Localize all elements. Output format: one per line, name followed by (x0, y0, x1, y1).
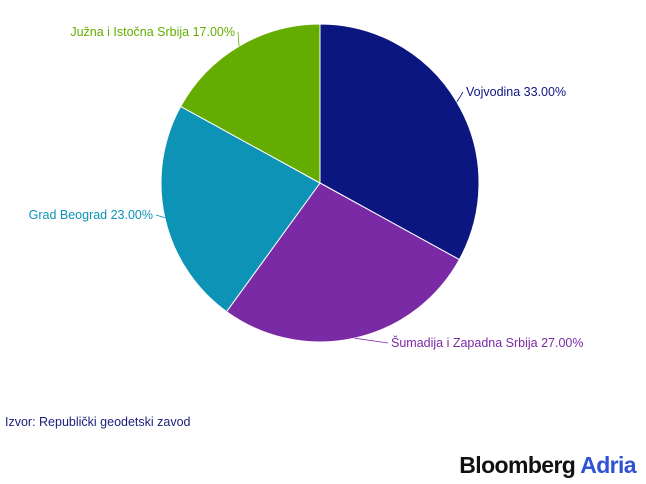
pie-slice-4 (179, 23, 321, 184)
brand-name: Bloomberg (459, 452, 576, 478)
leader-line-2 (354, 337, 389, 344)
slice-label-3: Grad Beograd 23.00% (29, 208, 153, 222)
brand-accent: Adria (580, 452, 636, 478)
source-note: Izvor: Republički geodetski zavod (5, 415, 191, 429)
leader-line-1 (456, 91, 464, 103)
slice-label-4: Južna i Istočna Srbija 17.00% (70, 25, 235, 39)
leader-line-3 (155, 214, 165, 219)
slice-label-1: Vojvodina 33.00% (466, 85, 566, 99)
leader-line-4 (237, 31, 240, 47)
brand-logo: Bloomberg Adria (459, 452, 636, 479)
pie-chart: Vojvodina 33.00% Šumadija i Zapadna Srbij… (29, 23, 583, 350)
slice-label-2: Šumadija i Zapadna Srbija 27.00% (391, 335, 583, 350)
